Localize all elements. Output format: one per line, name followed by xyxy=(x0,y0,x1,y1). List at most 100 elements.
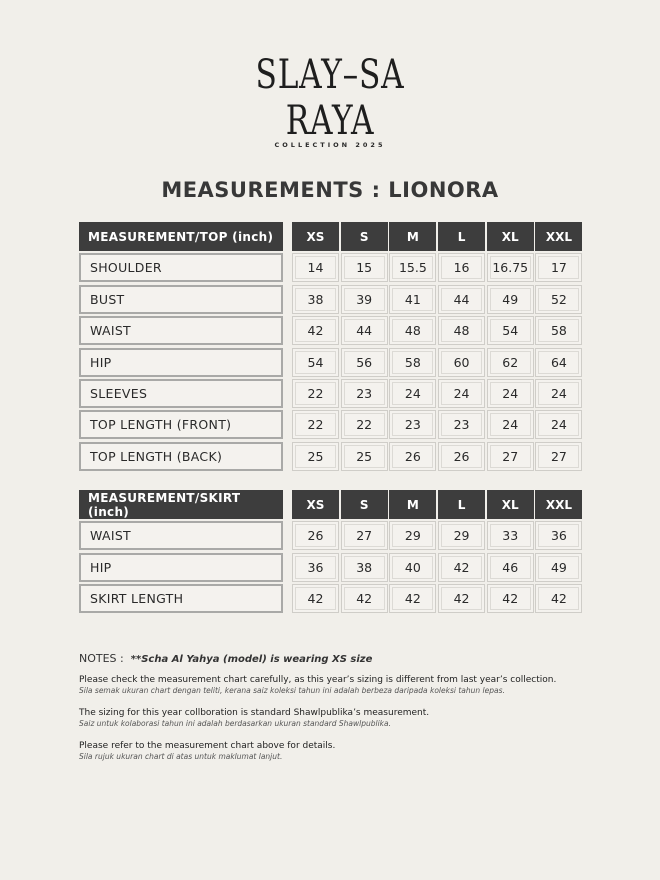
measurement-cell: 40 xyxy=(389,552,437,582)
measurement-cell: 46 xyxy=(486,552,534,582)
table-row: SKIRT LENGTH 42 42 42 42 42 42 xyxy=(79,584,584,614)
size-header-m: M xyxy=(389,222,437,251)
notes-header: NOTES : **Scha Al Yahya (model) is weari… xyxy=(79,652,599,665)
measurement-cell: 25 xyxy=(292,441,339,471)
measurement-cell: 15.5 xyxy=(389,253,437,283)
table-row: SHOULDER 14 15 15.5 16 16.75 17 xyxy=(79,253,584,283)
measurement-cell: 42 xyxy=(292,316,339,346)
measurement-cell: 62 xyxy=(486,347,534,377)
notes-section: NOTES : **Scha Al Yahya (model) is weari… xyxy=(79,652,599,774)
column-gap xyxy=(283,490,292,519)
size-header-s: S xyxy=(340,490,388,519)
note-en: Please check the measurement chart caref… xyxy=(79,675,557,685)
row-label: HIP xyxy=(79,347,283,377)
header-label: MEASUREMENT/SKIRT (inch) xyxy=(79,490,283,519)
size-header-xxl: XXL xyxy=(535,222,583,251)
measurement-cell: 48 xyxy=(438,316,486,346)
table-row: TOP LENGTH (FRONT) 22 22 23 23 24 24 xyxy=(79,410,584,440)
measurement-cell: 29 xyxy=(389,521,437,551)
measurement-cell: 27 xyxy=(340,521,388,551)
measurement-cell: 29 xyxy=(438,521,486,551)
row-label: SKIRT LENGTH xyxy=(79,584,283,614)
column-gap xyxy=(283,348,292,377)
measurement-cell: 44 xyxy=(340,316,388,346)
measurement-cell: 23 xyxy=(340,378,388,408)
size-header-l: L xyxy=(438,490,486,519)
measurement-cell: 33 xyxy=(486,521,534,551)
page-title: MEASUREMENTS : LIONORA xyxy=(161,178,499,202)
measurement-cell: 64 xyxy=(535,347,583,377)
measurement-cell: 42 xyxy=(340,584,388,614)
size-header-xs: XS xyxy=(292,490,339,519)
measurement-cell: 16 xyxy=(438,253,486,283)
measurement-cell: 39 xyxy=(340,284,388,314)
measurement-cell: 24 xyxy=(438,378,486,408)
note-en: The sizing for this year collboration is… xyxy=(79,708,430,718)
size-header-m: M xyxy=(389,490,437,519)
measurement-cell: 42 xyxy=(535,584,583,614)
note-en: Please refer to the measurement chart ab… xyxy=(79,741,336,751)
model-note: **Scha Al Yahya (model) is wearing XS si… xyxy=(130,654,373,665)
table-header-row: MEASUREMENT/TOP (inch) XS S M L XL XXL xyxy=(79,222,584,251)
column-gap xyxy=(283,442,292,471)
measurement-cell: 26 xyxy=(438,441,486,471)
column-gap xyxy=(283,379,292,408)
size-header-s: S xyxy=(340,222,388,251)
table-header-row: MEASUREMENT/SKIRT (inch) XS S M L XL XXL xyxy=(79,490,584,519)
row-label: BUST xyxy=(79,284,283,314)
measurement-cell: 23 xyxy=(389,410,437,440)
column-gap xyxy=(283,253,292,282)
measurement-cell: 42 xyxy=(486,584,534,614)
note-ms: Sila rujuk ukuran chart di atas untuk ma… xyxy=(79,752,283,761)
row-label: TOP LENGTH (FRONT) xyxy=(79,410,283,440)
measurement-cell: 26 xyxy=(292,521,339,551)
column-gap xyxy=(283,584,292,613)
notes-label: NOTES : xyxy=(79,652,124,665)
measurement-cell: 24 xyxy=(486,378,534,408)
measurement-cell: 24 xyxy=(389,378,437,408)
measurement-cell: 56 xyxy=(340,347,388,377)
table-row: HIP 36 38 40 42 46 49 xyxy=(79,552,584,582)
measurement-cell: 25 xyxy=(340,441,388,471)
measurement-cell: 27 xyxy=(535,441,583,471)
row-label: HIP xyxy=(79,552,283,582)
measurement-cell: 22 xyxy=(292,378,339,408)
measurement-cell: 60 xyxy=(438,347,486,377)
measurement-cell: 42 xyxy=(292,584,339,614)
row-label: WAIST xyxy=(79,521,283,551)
size-header-xxl: XXL xyxy=(535,490,583,519)
measurement-cell: 36 xyxy=(535,521,583,551)
size-header-xl: XL xyxy=(486,490,534,519)
measurement-cell: 36 xyxy=(292,552,339,582)
measurement-cell: 24 xyxy=(486,410,534,440)
measurement-cell: 27 xyxy=(486,441,534,471)
measurement-cell: 15 xyxy=(340,253,388,283)
logo-subtitle: COLLECTION 2025 xyxy=(274,141,386,149)
size-header-xl: XL xyxy=(486,222,534,251)
measurement-cell: 42 xyxy=(389,584,437,614)
measurement-cell: 49 xyxy=(535,552,583,582)
column-gap xyxy=(283,285,292,314)
measurement-cell: 58 xyxy=(535,316,583,346)
measurement-cell: 38 xyxy=(340,552,388,582)
table-row: SLEEVES 22 23 24 24 24 24 xyxy=(79,378,584,408)
measurement-cell: 49 xyxy=(486,284,534,314)
measurement-cell: 17 xyxy=(535,253,583,283)
measurement-cell: 38 xyxy=(292,284,339,314)
row-label: TOP LENGTH (BACK) xyxy=(79,441,283,471)
measurement-cell: 14 xyxy=(292,253,339,283)
measurement-cell: 22 xyxy=(292,410,339,440)
note-ms: Saiz untuk kolaborasi tahun ini adalah b… xyxy=(79,719,391,728)
skirt-measurement-table: MEASUREMENT/SKIRT (inch) XS S M L XL XXL WAIST 2… xyxy=(79,490,584,616)
measurement-cell: 54 xyxy=(486,316,534,346)
measurement-cell: 23 xyxy=(438,410,486,440)
column-gap xyxy=(283,410,292,439)
measurement-cell: 22 xyxy=(340,410,388,440)
column-gap xyxy=(283,222,292,251)
column-gap xyxy=(283,316,292,345)
table-row: BUST 38 39 41 44 49 52 xyxy=(79,284,584,314)
table-row: TOP LENGTH (BACK) 25 25 26 26 27 27 xyxy=(79,441,584,471)
measurement-cell: 44 xyxy=(438,284,486,314)
measurement-cell: 26 xyxy=(389,441,437,471)
